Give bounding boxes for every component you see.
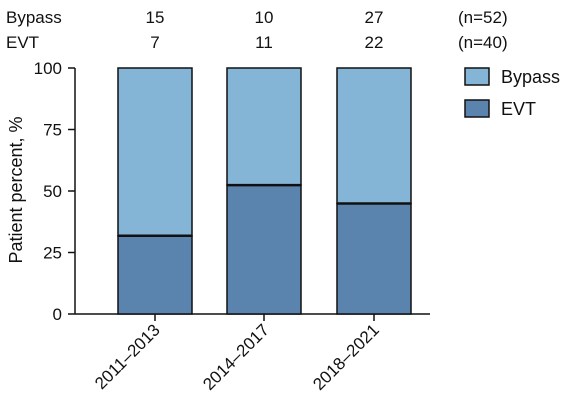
- bar-bypass-1: [117, 67, 193, 237]
- x-tick-label-3: 2018–2021: [309, 320, 383, 394]
- count-bypass-1: 15: [146, 8, 165, 27]
- count-evt-1: 7: [150, 33, 159, 52]
- bar-evt-1: [117, 235, 193, 315]
- legend: Bypass EVT: [464, 67, 560, 119]
- bars: [117, 67, 412, 315]
- legend-label-evt: EVT: [501, 99, 536, 119]
- y-tick-label-0: 0: [53, 305, 62, 324]
- legend-swatch-evt: [464, 99, 490, 118]
- count-table: Bypass 15 10 27 (n=52) EVT 7 11 22 (n=40…: [6, 8, 508, 52]
- bar-bypass-2: [226, 67, 302, 186]
- count-bypass-2: 10: [255, 8, 274, 27]
- legend-swatch-bypass: [464, 67, 490, 86]
- count-bypass-total: (n=52): [458, 8, 508, 27]
- y-ticks: 0 25 50 75 100: [34, 59, 75, 324]
- count-evt-3: 22: [365, 33, 384, 52]
- count-row-label-evt: EVT: [6, 33, 39, 52]
- bar-evt-2: [226, 184, 302, 315]
- y-axis-title: Patient percent, %: [6, 116, 26, 263]
- y-tick-label-25: 25: [43, 244, 62, 263]
- count-row-label-bypass: Bypass: [6, 8, 62, 27]
- count-bypass-3: 27: [365, 8, 384, 27]
- x-tick-label-1: 2011–2013: [91, 320, 164, 393]
- bar-bypass-3: [336, 67, 412, 205]
- count-evt-total: (n=40): [458, 33, 508, 52]
- x-tick-label-2: 2014–2017: [199, 320, 273, 394]
- x-ticks: 2011–2013 2014–2017 2018–2021: [91, 314, 383, 394]
- bar-evt-3: [336, 202, 412, 315]
- y-tick-label-100: 100: [34, 59, 62, 78]
- legend-label-bypass: Bypass: [501, 67, 560, 87]
- y-tick-label-75: 75: [43, 121, 62, 140]
- y-tick-label-50: 50: [43, 182, 62, 201]
- count-evt-2: 11: [255, 33, 273, 52]
